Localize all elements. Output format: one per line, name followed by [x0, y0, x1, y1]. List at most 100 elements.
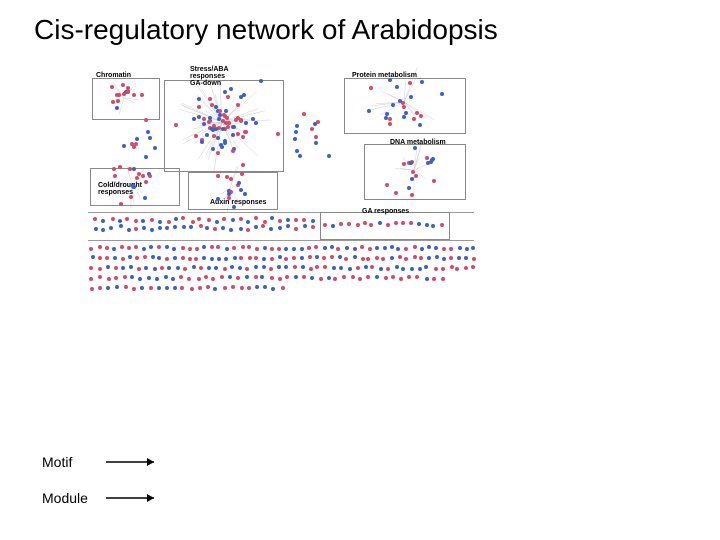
network-node	[132, 93, 136, 97]
network-node	[286, 224, 290, 228]
network-node	[135, 176, 139, 180]
network-node	[229, 228, 233, 232]
network-node	[311, 219, 315, 223]
network-node	[181, 216, 185, 220]
network-node	[199, 266, 203, 270]
network-node	[143, 255, 147, 259]
network-node	[254, 225, 258, 229]
network-node	[361, 257, 365, 261]
network-node	[412, 117, 416, 121]
network-node	[246, 228, 250, 232]
network-node	[131, 184, 135, 188]
network-node	[270, 257, 274, 261]
network-node	[336, 247, 340, 251]
network-node	[181, 256, 185, 260]
network-node	[157, 286, 161, 290]
network-node	[360, 245, 364, 249]
network-node	[383, 246, 387, 250]
network-node	[220, 275, 224, 279]
network-node	[441, 267, 445, 271]
region-label-chromatin: Chromatin	[96, 72, 131, 79]
network-node	[327, 154, 331, 158]
network-node	[183, 267, 187, 271]
network-node	[187, 277, 191, 281]
network-node	[98, 245, 102, 249]
network-node	[386, 267, 390, 271]
network-node	[109, 226, 113, 230]
network-node	[294, 227, 298, 231]
network-node	[413, 255, 417, 259]
network-node	[432, 277, 436, 281]
network-node	[301, 265, 305, 269]
network-node	[202, 122, 206, 126]
network-node	[435, 255, 439, 259]
network-node	[105, 246, 109, 250]
network-node	[207, 218, 211, 222]
network-node	[89, 277, 93, 281]
network-node	[208, 119, 212, 123]
network-node	[221, 226, 225, 230]
network-node	[442, 257, 446, 261]
network-node	[248, 256, 252, 260]
network-node	[211, 277, 215, 281]
network-node	[327, 276, 331, 280]
network-node	[394, 221, 398, 225]
network-node	[262, 257, 266, 261]
network-node	[261, 224, 265, 228]
network-node	[260, 275, 264, 279]
network-node	[292, 256, 296, 260]
network-node	[223, 286, 227, 290]
network-node	[89, 266, 93, 270]
network-node	[314, 135, 318, 139]
network-node	[404, 257, 408, 261]
network-node	[128, 255, 132, 259]
network-node	[308, 255, 312, 259]
network-node	[254, 216, 258, 220]
network-node	[292, 247, 296, 251]
network-node	[167, 266, 171, 270]
network-node	[195, 247, 199, 251]
network-node	[254, 256, 258, 260]
network-node	[98, 267, 102, 271]
network-node	[106, 286, 110, 290]
network-node	[241, 245, 245, 249]
network-node	[315, 265, 319, 269]
network-node	[121, 257, 125, 261]
network-node	[119, 224, 123, 228]
network-node	[398, 255, 402, 259]
network-node	[134, 219, 138, 223]
network-node	[310, 276, 314, 280]
network-node	[221, 127, 225, 131]
network-node	[302, 112, 306, 116]
network-node	[339, 266, 343, 270]
network-node	[98, 256, 102, 260]
network-node	[367, 109, 371, 113]
network-node	[323, 265, 327, 269]
network-node	[217, 257, 221, 261]
network-node	[140, 93, 144, 97]
network-node	[115, 285, 119, 289]
network-node	[364, 265, 368, 269]
network-node	[396, 247, 400, 251]
network-node	[141, 174, 145, 178]
network-node	[115, 93, 119, 97]
network-node	[221, 119, 225, 123]
network-node	[182, 225, 186, 229]
network-node	[263, 285, 267, 289]
network-node	[344, 257, 348, 261]
network-node	[300, 256, 304, 260]
network-node	[106, 265, 110, 269]
network-node	[316, 120, 320, 124]
network-node	[353, 247, 357, 251]
network-node	[390, 256, 394, 260]
network-node	[111, 217, 115, 221]
network-node	[390, 245, 394, 249]
network-node	[118, 219, 122, 223]
region-label-cold: Cold/drought responses	[98, 182, 142, 196]
network-node	[236, 103, 240, 107]
network-node	[190, 287, 194, 291]
network-node	[174, 123, 178, 127]
network-node	[197, 97, 201, 101]
network-node	[173, 256, 177, 260]
network-node	[210, 103, 214, 107]
